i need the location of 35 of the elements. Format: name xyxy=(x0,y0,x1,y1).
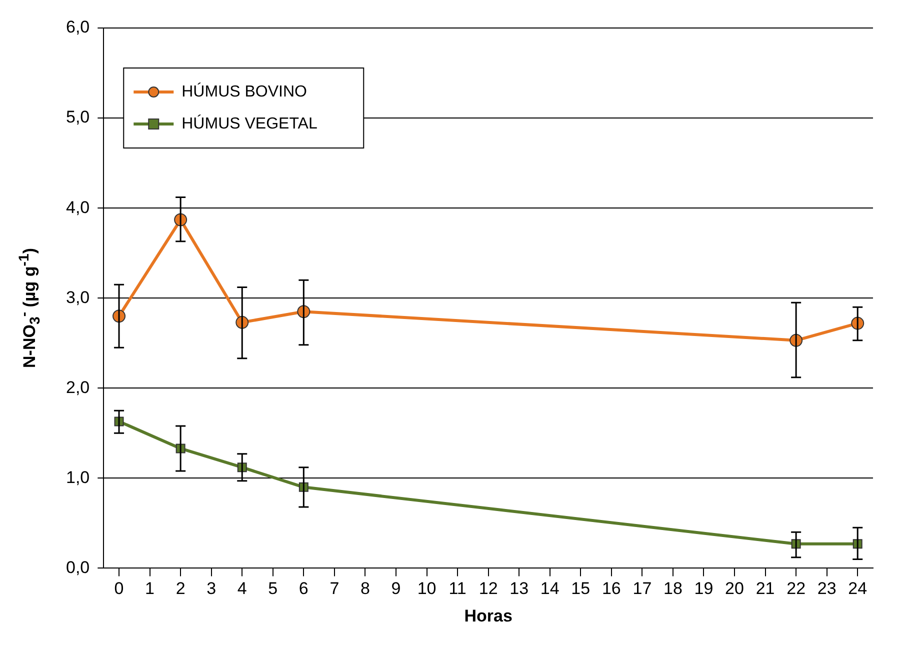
x-tick-label: 16 xyxy=(602,579,621,598)
x-tick-label: 19 xyxy=(694,579,714,598)
x-tick-label: 2 xyxy=(176,579,186,598)
x-tick-label: 14 xyxy=(540,579,560,598)
x-tick-label: 23 xyxy=(817,579,836,598)
y-tick-label: 5,0 xyxy=(66,108,90,127)
x-axis-title: Horas xyxy=(464,606,512,626)
x-tick-label: 1 xyxy=(145,579,155,598)
x-tick-label: 24 xyxy=(848,579,868,598)
y-tick-label: 2,0 xyxy=(66,378,90,397)
x-tick-label: 0 xyxy=(114,579,124,598)
legend-label: HÚMUS VEGETAL xyxy=(182,114,318,132)
x-tick-label: 4 xyxy=(237,579,247,598)
y-tick-label: 1,0 xyxy=(66,468,90,487)
x-tick-label: 21 xyxy=(756,579,775,598)
x-tick-label: 20 xyxy=(725,579,744,598)
x-tick-label: 17 xyxy=(632,579,652,598)
x-tick-label: 3 xyxy=(206,579,216,598)
x-tick-label: 10 xyxy=(417,579,436,598)
x-tick-label: 13 xyxy=(510,579,529,598)
x-tick-label: 11 xyxy=(448,579,466,598)
x-tick-label: 8 xyxy=(360,579,370,598)
x-tick-label: 18 xyxy=(664,579,682,598)
legend-label: HÚMUS BOVINO xyxy=(182,82,307,100)
x-tick-label: 5 xyxy=(268,579,278,598)
x-tick-label: 15 xyxy=(571,579,590,598)
x-tick-label: 7 xyxy=(330,579,340,598)
y-tick-label: 4,0 xyxy=(66,198,90,217)
x-tick-label: 9 xyxy=(391,579,401,598)
y-tick-label: 3,0 xyxy=(66,288,90,307)
x-tick-label: 12 xyxy=(478,579,498,598)
x-tick-label: 22 xyxy=(786,579,806,598)
x-tick-label: 6 xyxy=(298,579,308,598)
y-tick-label: 0,0 xyxy=(66,558,90,577)
y-tick-label: 6,0 xyxy=(66,18,90,37)
